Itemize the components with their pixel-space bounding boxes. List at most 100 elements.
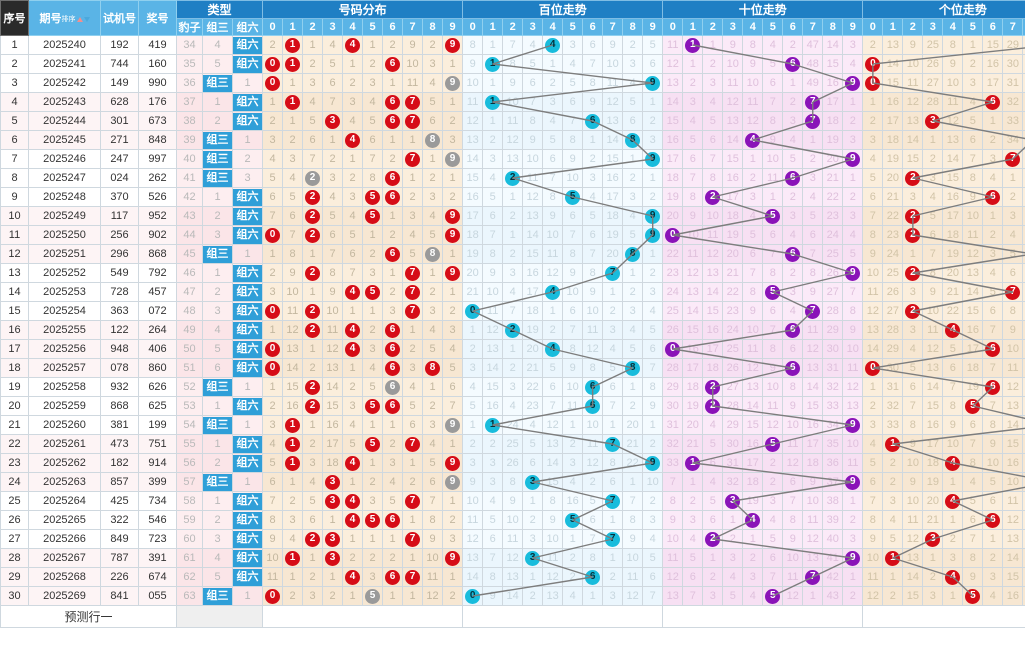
table-row[interactable]: 6 2025245 271 848 39 组三 1 3 2 6 1 4 6 1 1 8 3 13 2 12 9 5 8 1 14… [0, 130, 1025, 150]
row-issue[interactable]: 2025241 [28, 54, 101, 74]
sub-header-shi-8[interactable]: 8 [822, 18, 844, 36]
sub-header-dist-4[interactable]: 4 [342, 18, 364, 36]
row-issue[interactable]: 2025265 [28, 510, 101, 530]
table-row[interactable]: 29 2025268 226 674 62 5 组六 11 1 2 1 4 3 6 7 11 1 14 8 13 1 12… [0, 567, 1025, 587]
row-issue[interactable]: 2025253 [28, 282, 101, 302]
sub-header-bai-2[interactable]: 2 [502, 18, 524, 36]
sub-header-ge-7[interactable]: 7 [1002, 18, 1024, 36]
sub-header-ge-2[interactable]: 2 [902, 18, 924, 36]
row-issue[interactable]: 2025266 [28, 529, 101, 549]
sub-header-baozi[interactable]: 豹子 [176, 18, 203, 36]
sub-header-dist-7[interactable]: 7 [402, 18, 424, 36]
table-row[interactable]: 10 2025249 117 952 43 2 组六 7 6 2 5 4 5 1 3 4 9 17 6 2 13 9 6 5 1… [0, 206, 1025, 226]
table-row[interactable]: 12 2025251 296 868 45 组三 1 1 8 1 7 6 2 6 5 8 1 19 8 2 15 11 8 7… [0, 244, 1025, 264]
sub-header-shi-5[interactable]: 5 [762, 18, 784, 36]
row-issue[interactable]: 2025262 [28, 453, 101, 473]
sub-header-ge-5[interactable]: 5 [962, 18, 984, 36]
sub-header-shi-1[interactable]: 1 [682, 18, 704, 36]
col-header-win[interactable]: 奖号 [138, 0, 177, 36]
sub-header-dist-2[interactable]: 2 [302, 18, 324, 36]
row-issue[interactable]: 2025267 [28, 548, 101, 568]
row-issue[interactable]: 2025245 [28, 130, 101, 150]
table-row[interactable]: 3 2025242 149 990 36 组三 1 0 1 3 6 2 3 1 11 4 9 10 1 9 6 2 5 8 11… [0, 73, 1025, 93]
sub-header-shi-4[interactable]: 4 [742, 18, 764, 36]
row-issue[interactable]: 2025249 [28, 206, 101, 226]
row-issue[interactable]: 2025257 [28, 358, 101, 378]
sub-header-shi-0[interactable]: 0 [662, 18, 684, 36]
table-row[interactable]: 9 2025248 370 526 42 1 组六 6 5 2 4 3 5 6 2 3 2 16 5 1 12 8 5 4 17… [0, 187, 1025, 207]
table-row[interactable]: 17 2025256 948 406 50 5 组六 0 13 1 12 4 3 6 2 5 4 2 13 1 20 4 8… [0, 339, 1025, 359]
col-header-issue[interactable]: 期号 排序 [28, 0, 101, 36]
row-issue[interactable]: 2025251 [28, 244, 101, 264]
sub-header-bai-5[interactable]: 5 [562, 18, 584, 36]
prediction-ge-cell[interactable] [862, 605, 1025, 628]
table-row[interactable]: 1 2025240 192 419 34 4 组六 2 1 1 4 4 1 2 9 2 9 8 1 7 4 4 3 6 9 2 5 1… [0, 35, 1025, 55]
table-row[interactable]: 25 2025264 425 734 58 1 组六 7 2 5 3 4 3 5 7 7 1 10 4 9 1 8 16 5 7… [0, 491, 1025, 511]
sub-header-ge-1[interactable]: 1 [882, 18, 904, 36]
row-issue[interactable]: 2025261 [28, 434, 101, 454]
row-issue[interactable]: 2025268 [28, 567, 101, 587]
row-issue[interactable]: 2025263 [28, 472, 101, 492]
sub-header-bai-6[interactable]: 6 [582, 18, 604, 36]
sub-header-ge-0[interactable]: 0 [862, 18, 884, 36]
sub-header-bai-7[interactable]: 7 [602, 18, 624, 36]
sub-header-shi-7[interactable]: 7 [802, 18, 824, 36]
sort-control[interactable]: 排序 [62, 16, 90, 23]
table-row[interactable]: 24 2025263 857 399 57 组三 1 6 1 4 3 1 2 4 2 6 9 9 3 8 3 15 4 2 6 1… [0, 472, 1025, 492]
sub-header-shi-9[interactable]: 9 [842, 18, 864, 36]
row-issue[interactable]: 2025247 [28, 168, 101, 188]
row-issue[interactable]: 2025254 [28, 301, 101, 321]
row-issue[interactable]: 2025252 [28, 263, 101, 283]
sub-header-bai-3[interactable]: 3 [522, 18, 544, 36]
sub-header-shi-3[interactable]: 3 [722, 18, 744, 36]
sub-header-bai-9[interactable]: 9 [642, 18, 664, 36]
table-row[interactable]: 15 2025254 363 072 48 3 组六 0 11 2 10 1 1 3 7 3 2 0 11 7 18 1 6… [0, 301, 1025, 321]
table-row[interactable]: 5 2025244 301 673 38 2 组六 2 1 5 3 4 5 6 7 6 2 12 1 11 8 4 7 6 13… [0, 111, 1025, 131]
sub-header-dist-6[interactable]: 6 [382, 18, 404, 36]
prediction-label[interactable]: 预测行一 [0, 605, 177, 628]
row-issue[interactable]: 2025255 [28, 320, 101, 340]
table-row[interactable]: 11 2025250 256 902 44 3 组六 0 7 2 6 5 1 2 4 5 9 18 7 1 14 10 7 6… [0, 225, 1025, 245]
prediction-dist-cell[interactable] [262, 605, 464, 628]
table-row[interactable]: 4 2025243 628 176 37 1 组六 1 1 4 7 3 4 6 7 5 1 11 1 10 7 3 6 9 12… [0, 92, 1025, 112]
sub-header-bai-1[interactable]: 1 [482, 18, 504, 36]
sort-asc-icon[interactable] [76, 16, 83, 22]
sub-header-dist-3[interactable]: 3 [322, 18, 344, 36]
sub-header-zu3[interactable]: 组三 [202, 18, 233, 36]
prediction-shi-cell[interactable] [662, 605, 864, 628]
sub-header-zu6[interactable]: 组六 [231, 18, 264, 36]
row-issue[interactable]: 2025256 [28, 339, 101, 359]
table-row[interactable]: 30 2025269 841 055 63 组三 1 0 2 3 2 1 5 1 1 12 2 0 9 14 2 13 4 1… [0, 586, 1025, 606]
sub-header-bai-4[interactable]: 4 [542, 18, 564, 36]
prediction-type-cell[interactable] [175, 605, 264, 628]
table-row[interactable]: 7 2025246 247 997 40 组三 2 4 3 7 2 1 7 2 7 1 9 14 3 13 10 6 9 2 1… [0, 149, 1025, 169]
row-issue[interactable]: 2025246 [28, 149, 101, 169]
row-issue[interactable]: 2025269 [28, 586, 101, 606]
table-row[interactable]: 22 2025261 473 751 55 1 组六 4 1 2 17 5 5 2 7 4 1 2 2 25 5 13 2 1… [0, 434, 1025, 454]
row-issue[interactable]: 2025258 [28, 377, 101, 397]
sub-header-shi-6[interactable]: 6 [782, 18, 804, 36]
table-row[interactable]: 26 2025265 322 546 59 2 组六 8 3 6 1 4 5 6 1 8 2 11 5 10 2 9 5 6 1… [0, 510, 1025, 530]
row-issue[interactable]: 2025242 [28, 73, 101, 93]
sub-header-dist-9[interactable]: 9 [442, 18, 464, 36]
table-row[interactable]: 13 2025252 549 792 46 1 组六 2 9 2 8 7 3 1 7 1 9 20 9 3 16 12 9 8… [0, 263, 1025, 283]
row-issue[interactable]: 2025259 [28, 396, 101, 416]
table-row[interactable]: 2 2025241 744 160 35 5 组六 0 1 2 5 1 2 6 10 3 1 9 1 8 5 1 4 7 10 3… [0, 54, 1025, 74]
table-row[interactable]: 21 2025260 381 199 54 组三 1 3 1 1 16 4 1 1 6 3 9 1 1 24 4 12 1 1… [0, 415, 1025, 435]
row-issue[interactable]: 2025250 [28, 225, 101, 245]
table-row[interactable]: 19 2025258 932 626 52 组三 1 1 15 2 14 2 5 6 4 1 6 4 15 3 22 6 1… [0, 377, 1025, 397]
col-header-index[interactable]: 序号 [0, 0, 29, 36]
sub-header-bai-0[interactable]: 0 [462, 18, 484, 36]
row-issue[interactable]: 2025244 [28, 111, 101, 131]
prediction-bai-cell[interactable] [462, 605, 664, 628]
sub-header-ge-4[interactable]: 4 [942, 18, 964, 36]
table-row[interactable]: 18 2025257 078 860 51 6 组六 0 14 2 13 1 4 6 3 8 5 3 14 2 21 5 9… [0, 358, 1025, 378]
row-issue[interactable]: 2025240 [28, 35, 101, 55]
table-row[interactable]: 28 2025267 787 391 61 4 组六 10 1 1 3 2 2 2 1 10 9 13 7 12 3 11… [0, 548, 1025, 568]
sort-desc-icon[interactable] [83, 16, 90, 22]
sub-header-dist-1[interactable]: 1 [282, 18, 304, 36]
sub-header-ge-6[interactable]: 6 [982, 18, 1004, 36]
sub-header-dist-8[interactable]: 8 [422, 18, 444, 36]
table-row[interactable]: 20 2025259 868 625 53 1 组六 2 16 2 15 3 5 6 5 2 7 5 16 4 23 7 1… [0, 396, 1025, 416]
sub-header-bai-8[interactable]: 8 [622, 18, 644, 36]
